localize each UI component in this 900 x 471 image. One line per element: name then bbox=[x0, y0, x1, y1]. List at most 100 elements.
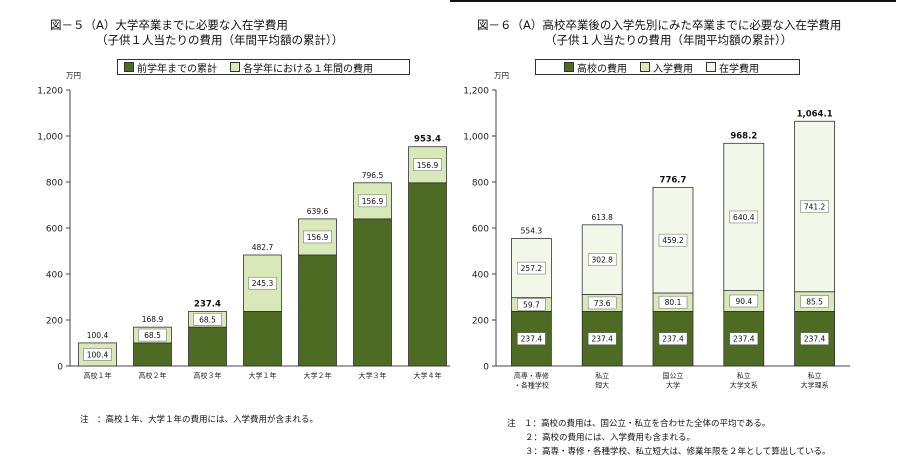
y-tick-label: 200 bbox=[46, 317, 63, 327]
chart1-subtitle: （子供１人当たりの費用（年間平均額の累計）） bbox=[96, 33, 344, 47]
data-label: 640.4 bbox=[733, 213, 755, 222]
legend-label: 在学費用 bbox=[719, 63, 759, 75]
x-tick-label: 高専・専修 bbox=[514, 371, 549, 380]
total-label: 776.7 bbox=[660, 175, 687, 185]
data-label: 156.9 bbox=[362, 197, 384, 206]
data-label: 741.2 bbox=[804, 202, 826, 211]
data-label: 73.6 bbox=[594, 299, 611, 308]
y-tick-label: 400 bbox=[472, 271, 489, 281]
chart2-legend: 高校の費用 入学費用 在学費用 bbox=[535, 59, 800, 75]
chart1-legend: 前学年までの累計 各学年における１年間の費用 bbox=[117, 59, 410, 75]
legend-item-highschool: 高校の費用 bbox=[564, 60, 627, 75]
chart1-note: 注 ：高校１年、大学１年の費用には、入学費用が含まれる。 bbox=[80, 415, 319, 425]
x-tick-label: ・各種学校 bbox=[514, 381, 549, 390]
x-tick-label: 大学 bbox=[666, 381, 680, 390]
bar-segment bbox=[188, 326, 227, 367]
data-label-box bbox=[248, 276, 277, 290]
y-unit-label: 万円 bbox=[494, 71, 509, 80]
data-label: 237.4 bbox=[662, 335, 684, 344]
total-label: 100.4 bbox=[87, 331, 109, 340]
data-label: 237.4 bbox=[804, 335, 826, 344]
data-label-box bbox=[587, 332, 617, 345]
data-label: 156.9 bbox=[307, 233, 329, 242]
data-label-box bbox=[517, 298, 546, 311]
chart2-note-2: ２：高校の費用には、入学費用も含まれる。 bbox=[525, 433, 696, 443]
bar-segment bbox=[133, 342, 172, 367]
data-label-box bbox=[193, 313, 222, 326]
data-label: 90.4 bbox=[735, 297, 752, 306]
data-label-box bbox=[800, 295, 829, 308]
data-label-box bbox=[517, 332, 546, 345]
total-label: 554.3 bbox=[521, 227, 543, 236]
x-tick-label: 大学１年 bbox=[249, 371, 277, 380]
data-label: 100.4 bbox=[87, 350, 109, 359]
data-label: 59.7 bbox=[523, 301, 540, 310]
total-label: 796.5 bbox=[362, 171, 384, 180]
x-tick-label: 大学文系 bbox=[730, 381, 758, 390]
data-label: 302.8 bbox=[591, 256, 613, 265]
data-label: 68.5 bbox=[144, 331, 161, 340]
legend-item-annual: 各学年における１年間の費用 bbox=[230, 60, 373, 75]
x-tick-label: 私立 bbox=[808, 371, 822, 380]
total-label: 237.4 bbox=[194, 299, 221, 309]
x-tick-label: 私立 bbox=[595, 371, 609, 380]
x-tick-label: 短大 bbox=[595, 381, 609, 390]
total-label: 1,064.1 bbox=[797, 109, 833, 119]
y-tick-label: 800 bbox=[472, 179, 489, 189]
data-label-box bbox=[658, 332, 688, 345]
chart2-title: 図－６（A）高校卒業後の入学先別にみた卒業までに必要な入在学費用 bbox=[477, 18, 842, 32]
legend-swatch-pale bbox=[706, 62, 716, 72]
bar-segment bbox=[243, 310, 282, 367]
legend-label: 高校の費用 bbox=[577, 63, 627, 75]
data-label: 237.4 bbox=[733, 335, 755, 344]
chart2-subtitle: （子供１人当たりの費用（年間平均額の累計）） bbox=[545, 33, 793, 47]
x-tick-label: 大学２年 bbox=[304, 371, 332, 380]
data-label: 459.2 bbox=[662, 236, 684, 245]
data-label-box bbox=[800, 200, 829, 213]
data-label-box bbox=[413, 158, 442, 172]
legend-item-entrance: 入学費用 bbox=[640, 60, 693, 75]
data-label-box bbox=[729, 332, 759, 345]
x-tick-label: 私立 bbox=[737, 371, 751, 380]
legend-swatch-light bbox=[230, 62, 240, 72]
chart2-note-3: ３：高専・専修・各種学校、私立短大は、修業年限を２年として算出している。 bbox=[525, 447, 831, 457]
x-tick-label: 高校２年 bbox=[139, 371, 167, 380]
legend-item-cumulative: 前学年までの累計 bbox=[124, 60, 217, 75]
y-tick-label: 800 bbox=[46, 179, 63, 189]
data-label-box bbox=[658, 295, 688, 309]
legend-swatch-light bbox=[640, 62, 650, 72]
legend-label: 各学年における１年間の費用 bbox=[243, 63, 373, 75]
data-label-box bbox=[83, 348, 112, 361]
chart2-note-1: 注 １：高校の費用は、国公立・私立を合わせた全体の平均である。 bbox=[507, 419, 771, 429]
y-tick-label: 0 bbox=[57, 363, 63, 373]
bar-segment bbox=[353, 218, 392, 367]
y-tick-label: 1,200 bbox=[463, 87, 489, 97]
y-tick-label: 600 bbox=[472, 225, 489, 235]
data-label-box bbox=[729, 294, 759, 308]
legend-label: 入学費用 bbox=[653, 63, 693, 75]
x-tick-label: 大学４年 bbox=[414, 371, 442, 380]
chart2-svg: 万円 0 200 400 600 800 1,000 1,200 237.4 59.7 257.2 5… bbox=[463, 71, 850, 390]
x-tick-label: 大学理系 bbox=[801, 381, 829, 390]
top-rule bbox=[450, 0, 896, 2]
data-label-box bbox=[517, 261, 546, 275]
legend-swatch-dark bbox=[564, 62, 574, 72]
x-tick-label: 高校３年 bbox=[194, 371, 222, 380]
total-label: 168.9 bbox=[142, 315, 164, 324]
data-label: 257.2 bbox=[521, 264, 543, 273]
data-label: 85.5 bbox=[806, 298, 823, 307]
y-tick-label: 1,000 bbox=[37, 133, 63, 143]
data-label: 68.5 bbox=[199, 315, 216, 324]
y-tick-label: 0 bbox=[483, 363, 489, 373]
data-label-box bbox=[658, 233, 688, 247]
total-label: 613.8 bbox=[591, 213, 613, 222]
bar-segment bbox=[408, 182, 447, 367]
y-tick-label: 400 bbox=[46, 271, 63, 281]
x-tick-label: 大学３年 bbox=[359, 371, 387, 380]
legend-item-tuition: 在学費用 bbox=[706, 60, 759, 75]
data-label-box bbox=[303, 230, 332, 244]
data-label: 237.4 bbox=[521, 335, 543, 344]
y-tick-label: 600 bbox=[46, 225, 63, 235]
data-label-box bbox=[587, 253, 617, 266]
data-label: 80.1 bbox=[665, 298, 682, 307]
